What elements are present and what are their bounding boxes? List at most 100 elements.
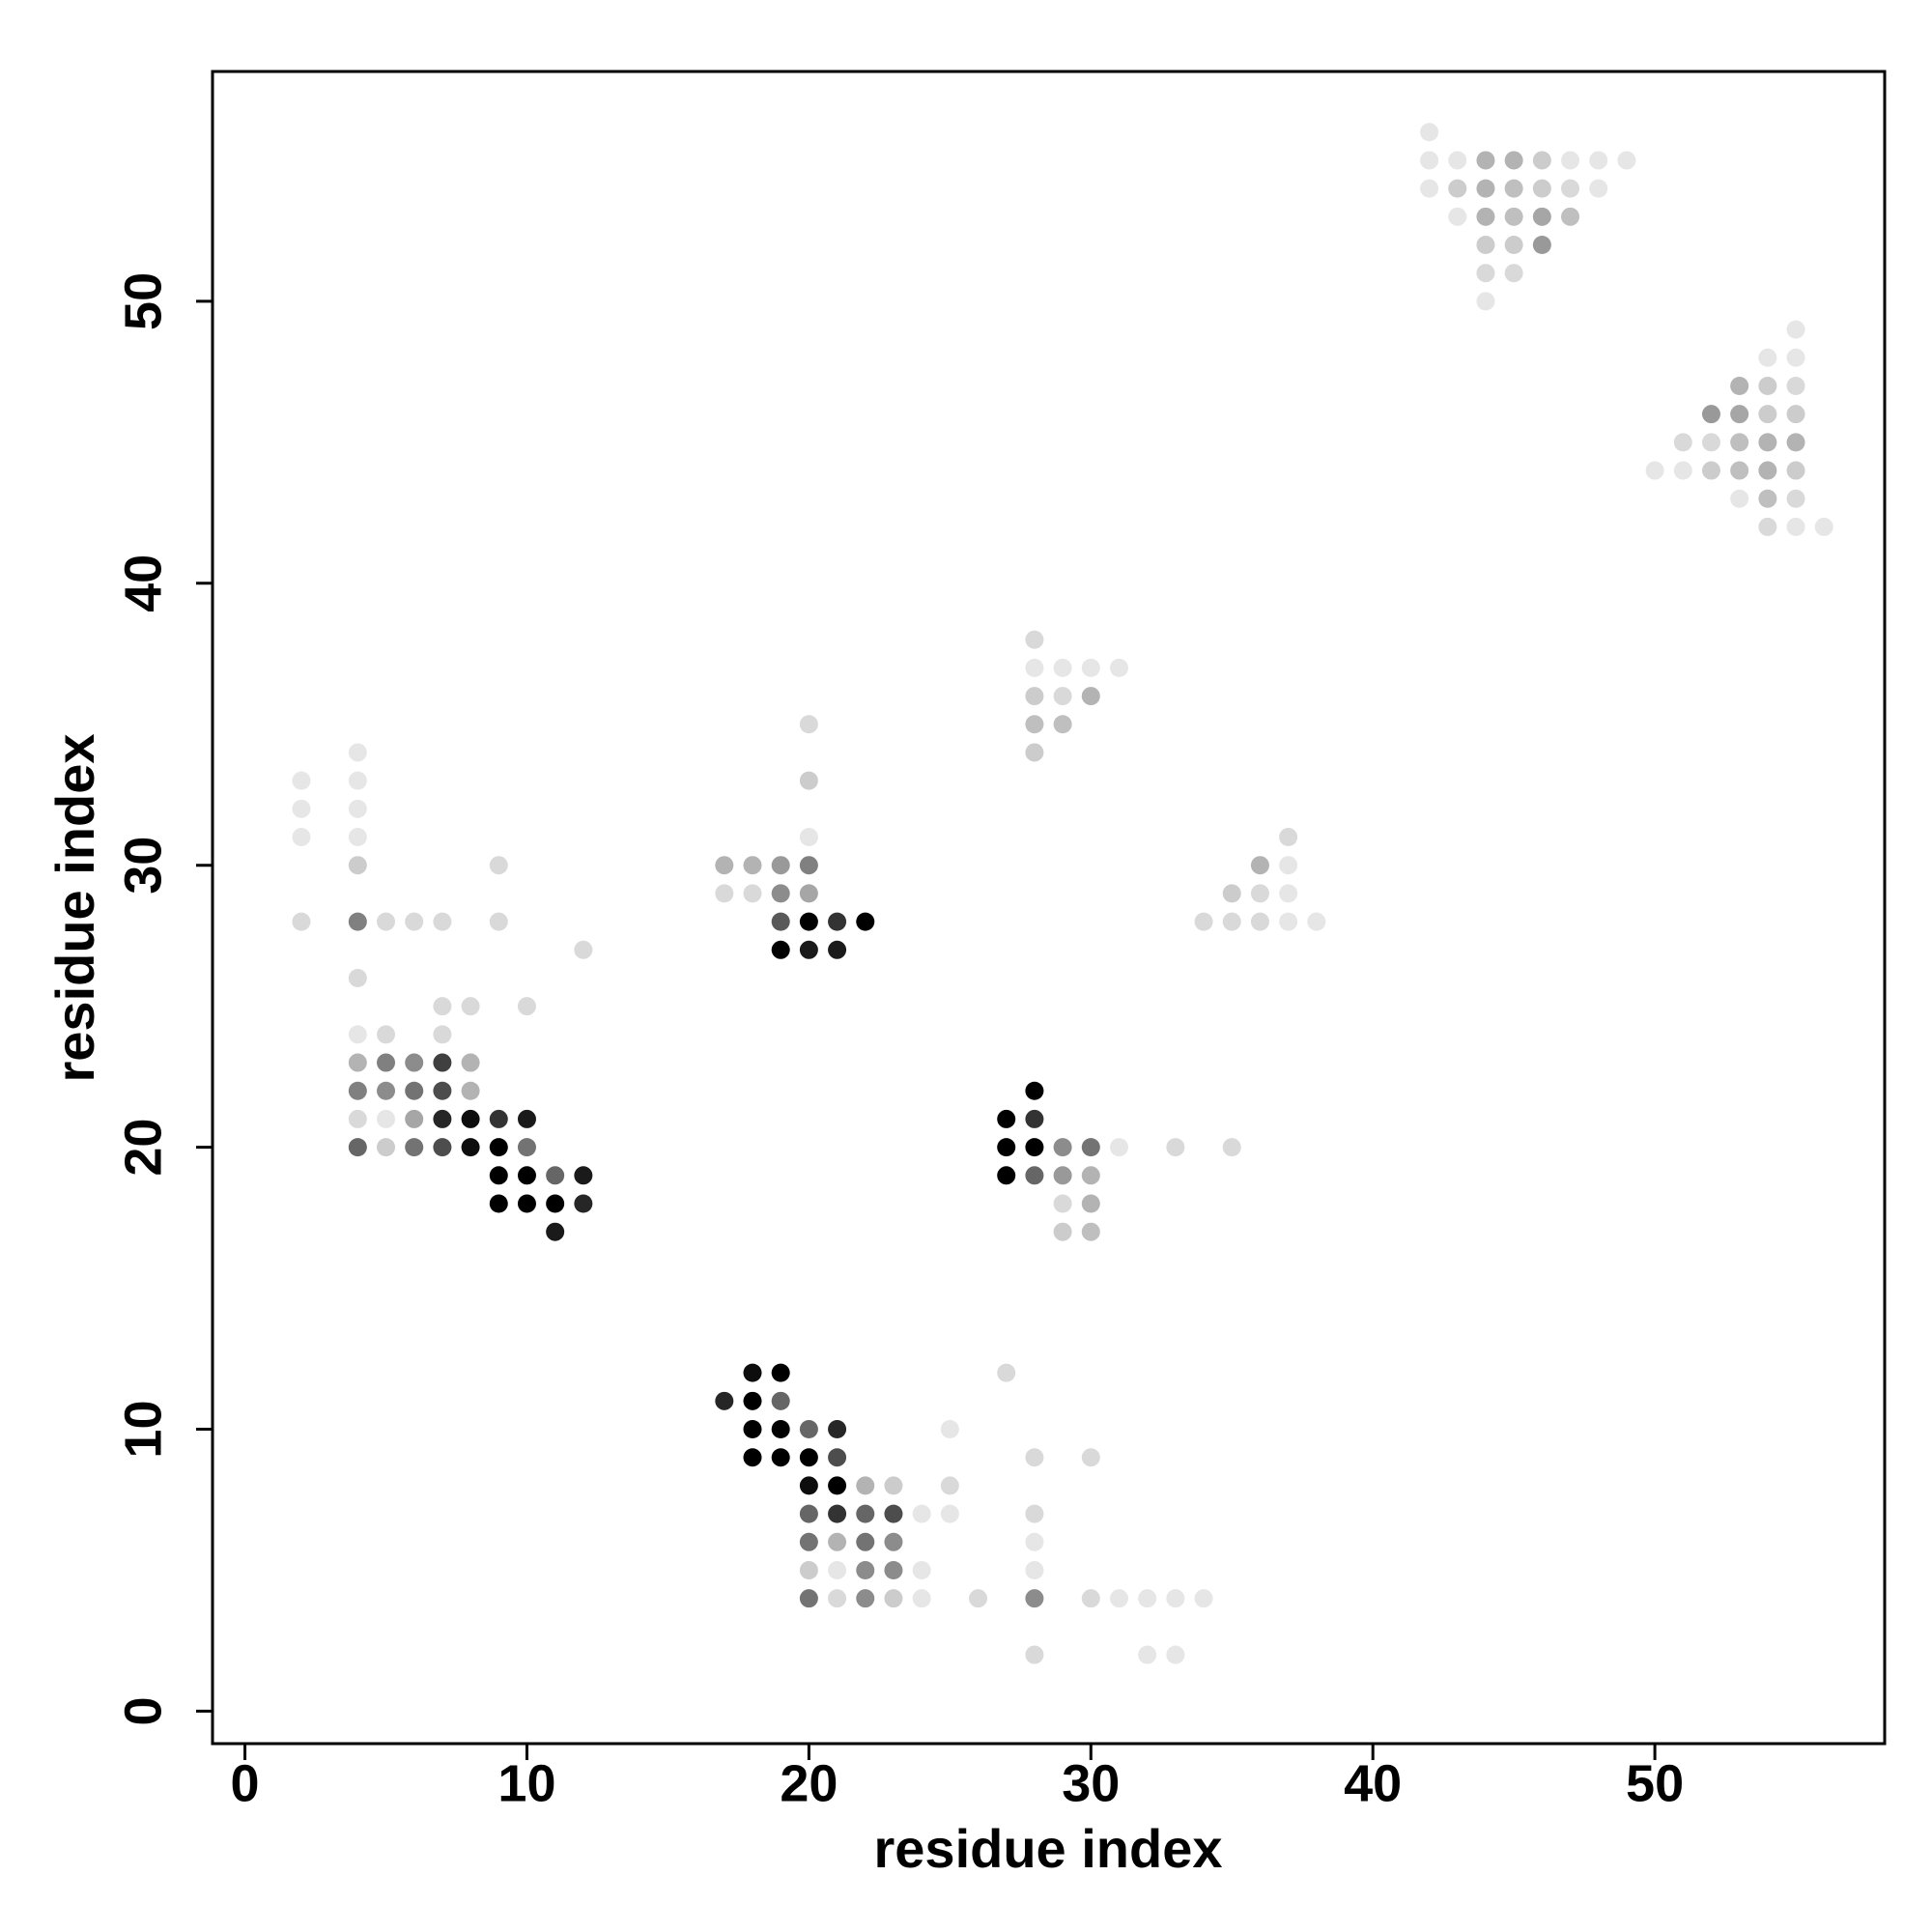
point	[771, 1420, 790, 1439]
point	[1053, 658, 1072, 677]
point	[1081, 1589, 1100, 1608]
point	[377, 1025, 396, 1044]
point	[912, 1504, 931, 1523]
point	[1081, 1194, 1100, 1213]
point	[828, 1420, 847, 1439]
point	[348, 1081, 367, 1100]
point	[799, 912, 818, 931]
point	[884, 1560, 903, 1579]
point	[1025, 687, 1044, 706]
point	[348, 828, 367, 847]
point	[743, 1420, 762, 1439]
point	[940, 1504, 959, 1523]
point	[546, 1222, 565, 1241]
point	[1138, 1645, 1157, 1664]
point	[1053, 1138, 1072, 1157]
point	[1025, 715, 1044, 734]
point	[1532, 207, 1551, 226]
point	[461, 997, 480, 1016]
point	[1250, 912, 1269, 931]
point	[1025, 743, 1044, 762]
point	[828, 940, 847, 959]
point	[1166, 1589, 1185, 1608]
point	[799, 1560, 818, 1579]
point	[1025, 1166, 1044, 1185]
point	[377, 1053, 396, 1072]
point	[828, 1504, 847, 1523]
point	[1025, 1081, 1044, 1100]
x-tick-label: 50	[1626, 1754, 1684, 1812]
point	[433, 1025, 452, 1044]
point	[1730, 461, 1749, 480]
point	[433, 1081, 452, 1100]
point	[292, 828, 311, 847]
point	[1758, 348, 1777, 367]
point	[1758, 376, 1777, 395]
point	[433, 912, 452, 931]
point	[1786, 320, 1805, 339]
point	[799, 828, 818, 847]
point	[743, 884, 762, 903]
point	[799, 715, 818, 734]
point	[461, 1138, 480, 1157]
point	[743, 856, 762, 875]
point	[348, 1053, 367, 1072]
point	[799, 884, 818, 903]
y-tick-label: 50	[114, 272, 172, 330]
point	[405, 912, 424, 931]
point	[856, 1560, 875, 1579]
point	[1279, 912, 1298, 931]
point	[997, 1138, 1016, 1157]
point	[1645, 461, 1664, 480]
y-tick-label: 10	[114, 1400, 172, 1458]
point	[1589, 151, 1608, 170]
x-tick-label: 0	[231, 1754, 260, 1812]
point	[1025, 1645, 1044, 1664]
x-tick-label: 20	[780, 1754, 838, 1812]
point	[1730, 433, 1749, 452]
x-tick-label: 10	[497, 1754, 555, 1812]
point	[1758, 517, 1777, 536]
point	[517, 1194, 536, 1213]
y-tick-label: 30	[114, 837, 172, 895]
point	[1109, 658, 1128, 677]
point	[856, 1476, 875, 1495]
point	[405, 1053, 424, 1072]
point	[1730, 405, 1749, 424]
point	[799, 1532, 818, 1551]
point	[771, 856, 790, 875]
point	[1758, 489, 1777, 508]
point	[1081, 1222, 1100, 1241]
point	[1109, 1589, 1128, 1608]
point	[1081, 687, 1100, 706]
point	[771, 1448, 790, 1467]
point	[743, 1391, 762, 1410]
point	[489, 1166, 508, 1185]
point	[715, 884, 734, 903]
point	[489, 912, 508, 931]
point	[1786, 517, 1805, 536]
point	[1025, 630, 1044, 649]
point	[856, 912, 875, 931]
point	[1053, 687, 1072, 706]
point	[1504, 151, 1523, 170]
point	[1476, 292, 1495, 311]
point	[1758, 461, 1777, 480]
point	[1786, 376, 1805, 395]
point	[292, 912, 311, 931]
point	[799, 771, 818, 790]
point	[799, 1476, 818, 1495]
point	[1504, 264, 1523, 283]
y-tick-label: 20	[114, 1119, 172, 1177]
point	[884, 1532, 903, 1551]
point	[489, 1138, 508, 1157]
point	[1561, 207, 1580, 226]
point	[1109, 1138, 1128, 1157]
point	[348, 1025, 367, 1044]
point	[1532, 151, 1551, 170]
point	[489, 856, 508, 875]
point	[1279, 856, 1298, 875]
point	[1532, 236, 1551, 255]
point	[771, 912, 790, 931]
